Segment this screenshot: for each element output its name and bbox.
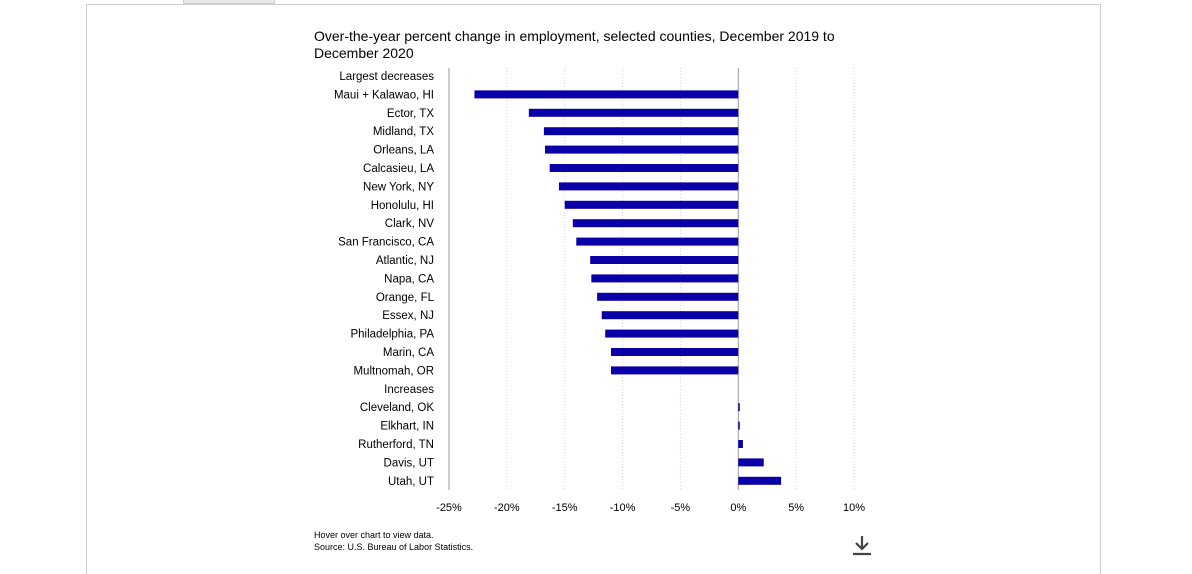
bar xyxy=(543,127,739,136)
bar xyxy=(601,311,739,320)
x-tick-label: 10% xyxy=(843,502,865,514)
bar xyxy=(611,366,739,375)
category-label: Honolulu, HI xyxy=(371,200,434,212)
category-label: Utah, UT xyxy=(388,476,434,488)
x-tick-label: 5% xyxy=(788,502,804,514)
category-label: Ector, TX xyxy=(387,108,434,120)
bar xyxy=(738,476,782,485)
category-label: New York, NY xyxy=(363,181,434,193)
x-tick-label: 0% xyxy=(730,502,746,514)
hover-note: Hover over chart to view data. xyxy=(314,530,434,540)
category-label: Maui + Kalawao, HI xyxy=(334,89,434,101)
chart-title: Over-the-year percent change in employme… xyxy=(314,28,835,61)
category-label: Elkhart, IN xyxy=(380,421,434,433)
bar xyxy=(572,219,739,228)
bar xyxy=(545,145,739,154)
category-label: Philadelphia, PA xyxy=(350,329,434,341)
x-tick-label: -20% xyxy=(494,502,520,514)
category-label: Rutherford, TN xyxy=(358,439,434,451)
category-label: Calcasieu, LA xyxy=(363,163,434,175)
x-tick-label: -25% xyxy=(436,502,462,514)
row-header-label: Increases xyxy=(384,384,434,396)
bar xyxy=(591,274,739,283)
category-label: Essex, NJ xyxy=(382,310,434,322)
bar xyxy=(564,200,739,209)
download-icon[interactable] xyxy=(850,533,874,557)
bar xyxy=(611,348,739,356)
bar xyxy=(738,403,740,412)
bar xyxy=(605,329,739,338)
category-label: Orange, FL xyxy=(376,292,435,304)
category-label: Cleveland, OK xyxy=(360,402,434,414)
bar xyxy=(558,182,739,191)
bar xyxy=(528,108,739,117)
tab-selector[interactable] xyxy=(183,0,275,4)
category-label: Midland, TX xyxy=(373,126,434,138)
bar-chart[interactable]: -25% -20% -15% -10% -5% 0% 5% 10% Largest decrea… xyxy=(0,0,1192,560)
source-note: Source: U.S. Bureau of Labor Statistics. xyxy=(314,542,474,552)
category-label: Clark, NV xyxy=(385,218,435,230)
bar xyxy=(576,237,739,246)
bar xyxy=(597,292,739,301)
bar xyxy=(738,440,743,448)
category-label: Davis, UT xyxy=(384,457,434,469)
bar xyxy=(738,458,764,467)
x-tick-label: -5% xyxy=(671,502,691,514)
row-header-label: Largest decreases xyxy=(339,71,434,83)
category-label: Orleans, LA xyxy=(373,145,434,157)
category-label: Marin, CA xyxy=(383,347,434,359)
bar xyxy=(590,256,739,264)
category-label: Napa, CA xyxy=(384,273,434,285)
category-label: Multnomah, OR xyxy=(353,365,434,377)
bar xyxy=(549,164,739,172)
bar xyxy=(738,421,740,430)
bar xyxy=(474,90,739,99)
x-tick-label: -15% xyxy=(552,502,578,514)
category-label: Atlantic, NJ xyxy=(376,255,434,267)
chart-panel xyxy=(86,4,1101,574)
x-tick-label: -10% xyxy=(610,502,636,514)
category-label: San Francisco, CA xyxy=(338,237,434,249)
